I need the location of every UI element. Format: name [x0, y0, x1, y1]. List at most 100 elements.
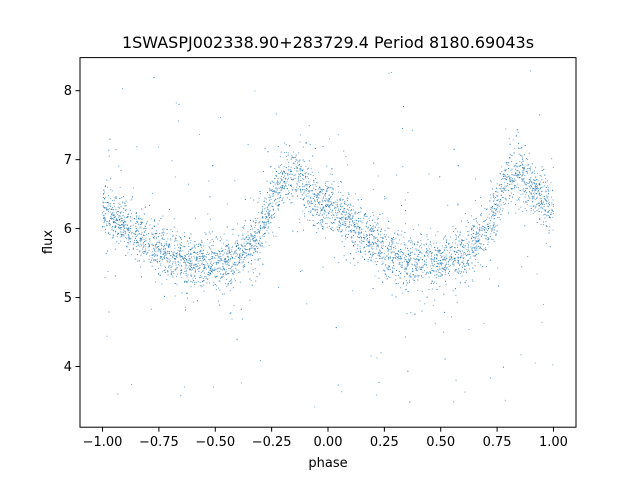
data-point: [345, 218, 347, 220]
data-point: [213, 281, 215, 283]
data-point: [452, 231, 455, 233]
data-point: [336, 199, 338, 201]
data-point: [449, 236, 452, 238]
data-point: [452, 259, 454, 261]
data-point: [422, 276, 424, 279]
data-point: [153, 226, 155, 228]
data-point: [402, 254, 404, 256]
data-point: [299, 134, 301, 136]
data-point: [110, 189, 112, 191]
data-point: [358, 220, 360, 222]
data-point: [387, 227, 389, 229]
data-point: [168, 243, 170, 245]
data-point: [216, 275, 218, 277]
data-point: [113, 212, 115, 214]
data-point: [374, 275, 376, 277]
data-point: [272, 231, 274, 233]
data-point: [378, 254, 380, 256]
data-point: [284, 142, 286, 144]
data-point: [474, 248, 476, 250]
data-point: [418, 274, 420, 276]
data-point: [464, 251, 466, 254]
data-point: [145, 229, 147, 231]
data-point: [521, 162, 523, 164]
data-point: [452, 225, 454, 227]
data-point: [548, 215, 551, 218]
data-point: [302, 177, 304, 179]
data-point: [184, 246, 186, 248]
data-point: [504, 203, 506, 205]
data-point: [124, 221, 126, 223]
data-point: [345, 234, 347, 237]
data-point: [189, 265, 191, 268]
data-point: [525, 200, 527, 202]
data-point: [407, 253, 409, 256]
data-point: [256, 240, 258, 242]
data-point: [427, 254, 429, 257]
data-point: [515, 162, 517, 165]
data-point: [544, 209, 546, 211]
data-point: [145, 250, 147, 252]
data-point: [231, 251, 233, 253]
data-point: [125, 208, 127, 210]
data-point: [102, 215, 104, 217]
data-point: [431, 280, 433, 282]
data-point: [302, 188, 304, 190]
data-point: [219, 255, 221, 257]
data-point: [115, 226, 117, 228]
data-point: [432, 304, 434, 307]
data-point: [376, 357, 378, 359]
data-point: [173, 218, 175, 220]
data-point: [355, 231, 357, 233]
data-point: [318, 197, 320, 199]
data-point: [286, 188, 288, 190]
data-point: [184, 386, 186, 388]
data-point: [288, 190, 290, 192]
data-point: [123, 230, 125, 232]
data-point: [440, 253, 442, 255]
data-point: [315, 210, 317, 212]
data-point: [360, 232, 362, 234]
data-point: [111, 237, 114, 239]
data-point: [305, 165, 307, 167]
data-point: [484, 219, 486, 222]
data-point: [265, 216, 267, 218]
data-point: [476, 242, 478, 244]
data-point: [135, 212, 137, 215]
data-point: [382, 261, 384, 263]
data-point: [174, 247, 176, 249]
data-point: [300, 198, 302, 200]
data-point: [253, 246, 255, 248]
data-point: [252, 237, 254, 239]
data-point: [441, 268, 443, 270]
data-point: [354, 193, 356, 195]
data-point: [490, 225, 492, 227]
data-point: [239, 281, 241, 283]
data-point: [534, 186, 537, 188]
data-point: [428, 245, 430, 247]
data-point: [122, 196, 125, 198]
data-point: [515, 179, 517, 181]
data-point: [418, 249, 420, 251]
data-point: [144, 248, 147, 250]
data-point: [513, 193, 515, 195]
data-point: [521, 175, 523, 177]
data-point: [496, 211, 498, 213]
data-point: [342, 198, 344, 200]
data-point: [283, 152, 286, 154]
data-point: [156, 255, 158, 257]
data-point: [472, 233, 474, 235]
data-point: [365, 230, 367, 232]
data-point: [366, 234, 368, 236]
data-point: [409, 274, 411, 276]
data-point: [396, 253, 398, 255]
data-point: [257, 201, 259, 203]
data-point: [538, 114, 541, 116]
data-point: [458, 264, 461, 267]
data-point: [349, 210, 351, 212]
data-point: [540, 206, 542, 208]
data-point: [275, 203, 277, 205]
data-point: [130, 225, 132, 227]
data-point: [504, 197, 506, 199]
data-point: [412, 268, 414, 270]
